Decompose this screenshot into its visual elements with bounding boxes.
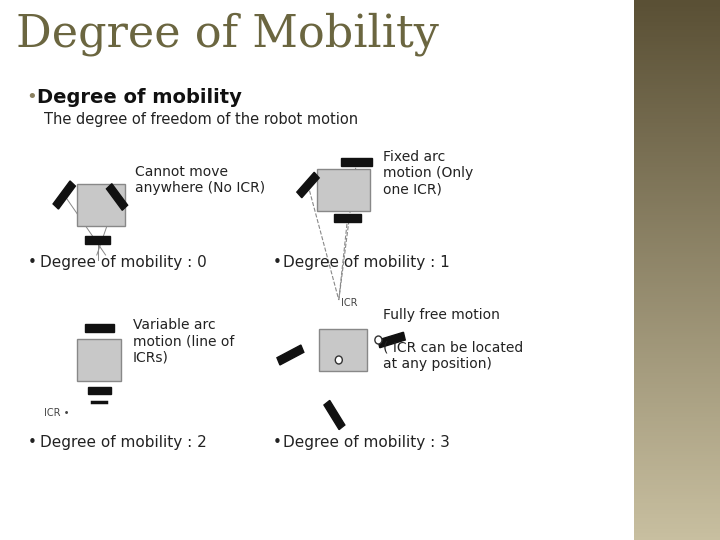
Text: ICR: ICR (341, 298, 358, 308)
Circle shape (375, 336, 382, 344)
Polygon shape (107, 184, 127, 210)
Polygon shape (297, 172, 319, 198)
Text: Degree of Mobility: Degree of Mobility (16, 12, 438, 56)
Polygon shape (324, 401, 345, 430)
Text: Fully free motion

( ICR can be located
at any position): Fully free motion ( ICR can be located a… (383, 308, 523, 370)
Bar (88, 387, 111, 394)
Text: Degree of mobility : 0: Degree of mobility : 0 (40, 255, 207, 270)
Bar (317, 169, 369, 211)
Text: Degree of mobility : 2: Degree of mobility : 2 (40, 435, 207, 450)
Text: Degree of mobility: Degree of mobility (37, 88, 242, 107)
Bar (86, 236, 110, 244)
Polygon shape (378, 332, 405, 348)
Text: Cannot move
anywhere (No ICR): Cannot move anywhere (No ICR) (135, 165, 265, 195)
Text: ICR •: ICR • (44, 408, 70, 418)
Text: Variable arc
motion (line of
ICRs): Variable arc motion (line of ICRs) (133, 318, 234, 365)
Polygon shape (277, 345, 304, 365)
Text: Degree of mobility : 1: Degree of mobility : 1 (284, 255, 450, 270)
Bar (77, 184, 125, 226)
Text: •: • (27, 88, 37, 106)
Circle shape (336, 356, 342, 364)
Text: The degree of freedom of the robot motion: The degree of freedom of the robot motio… (44, 112, 358, 127)
Text: Fixed arc
motion (Only
one ICR): Fixed arc motion (Only one ICR) (383, 150, 473, 197)
Bar (86, 324, 114, 332)
Text: •: • (273, 255, 282, 270)
Bar (334, 214, 361, 222)
Bar (341, 158, 372, 166)
Text: •: • (28, 435, 37, 450)
Text: •: • (273, 435, 282, 450)
Bar (319, 329, 367, 371)
Text: •: • (28, 255, 37, 270)
Text: Degree of mobility : 3: Degree of mobility : 3 (284, 435, 450, 450)
Polygon shape (53, 181, 76, 209)
Bar (78, 339, 122, 381)
